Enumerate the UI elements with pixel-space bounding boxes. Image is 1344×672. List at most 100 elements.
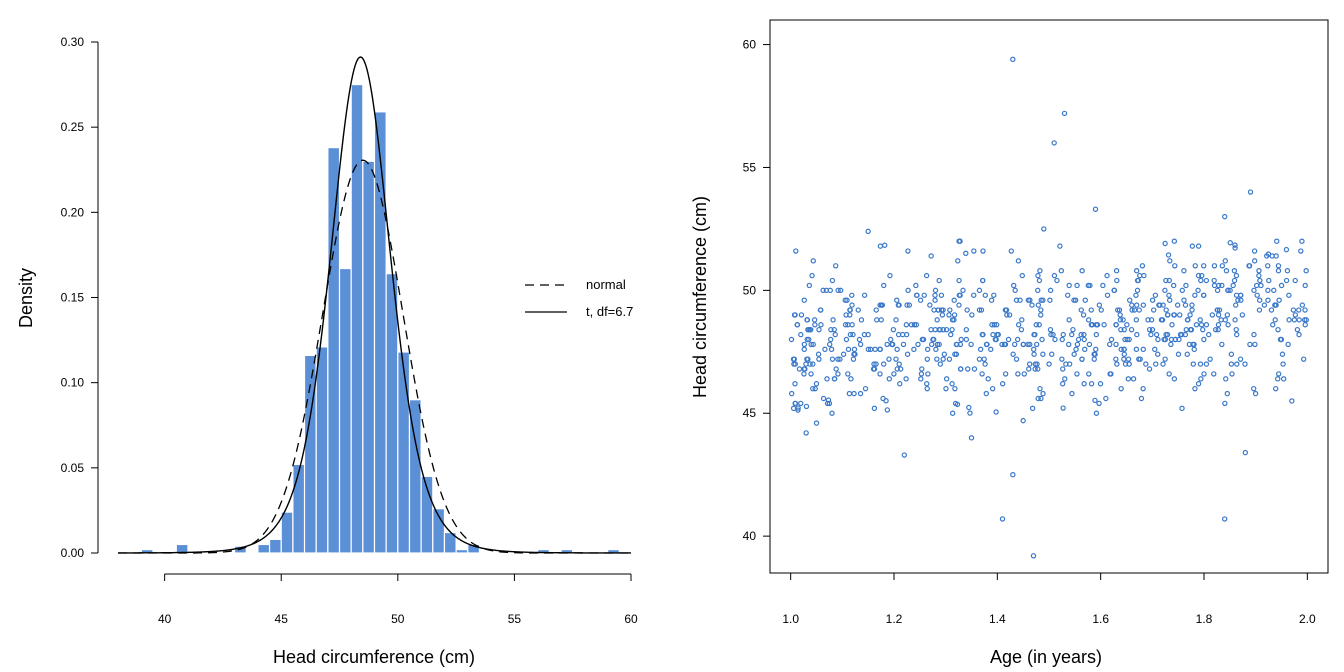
scatter-point <box>919 377 923 381</box>
scatter-point <box>1272 288 1276 292</box>
scatter-point <box>1089 308 1093 312</box>
scatter-point <box>1287 293 1291 297</box>
scatter-point <box>850 323 854 327</box>
scatter-point <box>1212 283 1216 287</box>
scatter-point <box>957 278 961 282</box>
scatter-point <box>1017 323 1021 327</box>
scatter-point <box>1163 357 1167 361</box>
scatter-point <box>1062 111 1066 115</box>
scatter-point <box>956 259 960 263</box>
scatter-point <box>799 401 803 405</box>
scatter-point <box>1190 303 1194 307</box>
scatter-point <box>992 293 996 297</box>
scatter-point <box>941 357 945 361</box>
scatter-point <box>1161 362 1165 366</box>
scatter-point <box>804 431 808 435</box>
scatter-point <box>1063 377 1067 381</box>
scatter-point <box>1240 313 1244 317</box>
scatter-point <box>1031 554 1035 558</box>
scatter-point <box>1229 362 1233 366</box>
scatter-point <box>947 313 951 317</box>
scatter-y-axis: 4045505560 <box>743 38 770 544</box>
scatter-point <box>882 362 886 366</box>
scatter-point <box>1168 259 1172 263</box>
scatter-point <box>1041 352 1045 356</box>
scatter-point <box>1258 298 1262 302</box>
scatter-point <box>1225 391 1229 395</box>
scatter-point <box>1303 308 1307 312</box>
histogram-bar <box>316 347 328 553</box>
scatter-point <box>1126 357 1130 361</box>
scatter-point <box>1047 362 1051 366</box>
scatter-point <box>825 377 829 381</box>
scatter-point <box>1234 274 1238 278</box>
scatter-point <box>1144 362 1148 366</box>
scatter-point <box>1193 264 1197 268</box>
scatter-point <box>1071 328 1075 332</box>
scatter-point <box>1052 141 1056 145</box>
scatter-point <box>1223 215 1227 219</box>
scatter-point <box>906 288 910 292</box>
scatter-point <box>1233 246 1237 250</box>
scatter-y-tick-label: 60 <box>743 38 757 52</box>
scatter-point <box>1090 382 1094 386</box>
scatter-point <box>1134 293 1138 297</box>
scatter-point <box>817 328 821 332</box>
scatter-point <box>1104 396 1108 400</box>
scatter-point <box>1134 347 1138 351</box>
scatter-point <box>1236 298 1240 302</box>
scatter-point <box>1168 298 1172 302</box>
scatter-point <box>872 406 876 410</box>
scatter-point <box>1141 347 1145 351</box>
scatter-point <box>935 357 939 361</box>
histogram-x-axis: 40 45 50 55 60 <box>158 574 638 626</box>
scatter-point <box>1210 313 1214 317</box>
histogram-y-tick-label: 0.20 <box>61 205 85 219</box>
scatter-point <box>1075 372 1079 376</box>
scatter-point <box>790 391 794 395</box>
scatter-point <box>950 382 954 386</box>
scatter-point <box>844 337 848 341</box>
scatter-point <box>1178 313 1182 317</box>
scatter-point <box>821 396 825 400</box>
scatter-point <box>1220 342 1224 346</box>
scatter-point <box>1184 283 1188 287</box>
scatter-point <box>1021 419 1025 423</box>
scatter-point <box>1067 283 1071 287</box>
scatter-point <box>1038 269 1042 273</box>
scatter-point <box>1020 274 1024 278</box>
scatter-point <box>1253 342 1257 346</box>
scatter-point <box>1266 288 1270 292</box>
scatter-point <box>1075 342 1079 346</box>
scatter-point <box>1115 269 1119 273</box>
scatter-point <box>1292 318 1296 322</box>
scatter-point <box>1253 249 1257 253</box>
scatter-point <box>1287 318 1291 322</box>
scatter-point <box>1182 298 1186 302</box>
scatter-point <box>1232 278 1236 282</box>
scatter-point <box>944 387 948 391</box>
scatter-point <box>1226 323 1230 327</box>
scatter-point <box>1011 473 1015 477</box>
scatter-point <box>933 298 937 302</box>
histogram-y-tick-label: 0.15 <box>61 291 85 305</box>
scatter-point <box>1164 308 1168 312</box>
scatter-point <box>1066 293 1070 297</box>
scatter-point <box>1027 367 1031 371</box>
scatter-point <box>834 264 838 268</box>
scatter-point <box>1183 303 1187 307</box>
scatter-point <box>1276 377 1280 381</box>
scatter-point <box>1286 342 1290 346</box>
scatter-point <box>810 274 814 278</box>
scatter-point <box>852 347 856 351</box>
legend-t-label: t, df=6.7 <box>586 304 633 319</box>
scatter-point <box>972 249 976 253</box>
scatter-point <box>947 357 951 361</box>
scatter-point <box>1163 288 1167 292</box>
scatter-point <box>830 347 834 351</box>
scatter-point <box>1016 259 1020 263</box>
scatter-point <box>918 298 922 302</box>
scatter-point <box>1231 283 1235 287</box>
scatter-point <box>953 387 957 391</box>
scatter-point <box>1147 367 1151 371</box>
